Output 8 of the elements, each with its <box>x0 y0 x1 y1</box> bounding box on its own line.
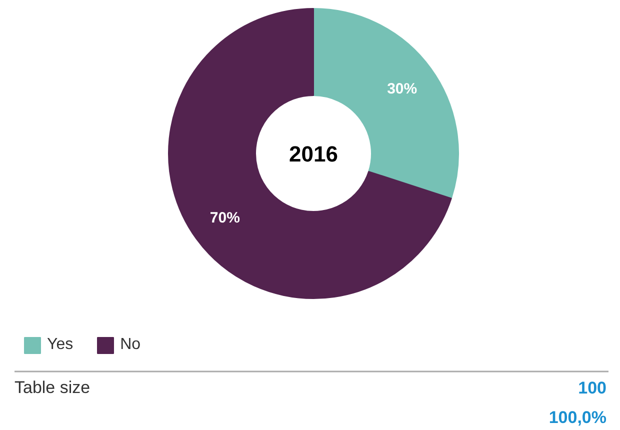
data-label: 70% <box>210 209 240 226</box>
legend-label: No <box>120 336 141 354</box>
data-label: 30% <box>387 80 418 98</box>
text: 2016 <box>289 142 338 166</box>
text: 100 <box>578 378 607 398</box>
text: Table size <box>14 378 90 397</box>
legend-label: Yes <box>47 336 74 354</box>
text: 100,0% <box>548 408 607 427</box>
